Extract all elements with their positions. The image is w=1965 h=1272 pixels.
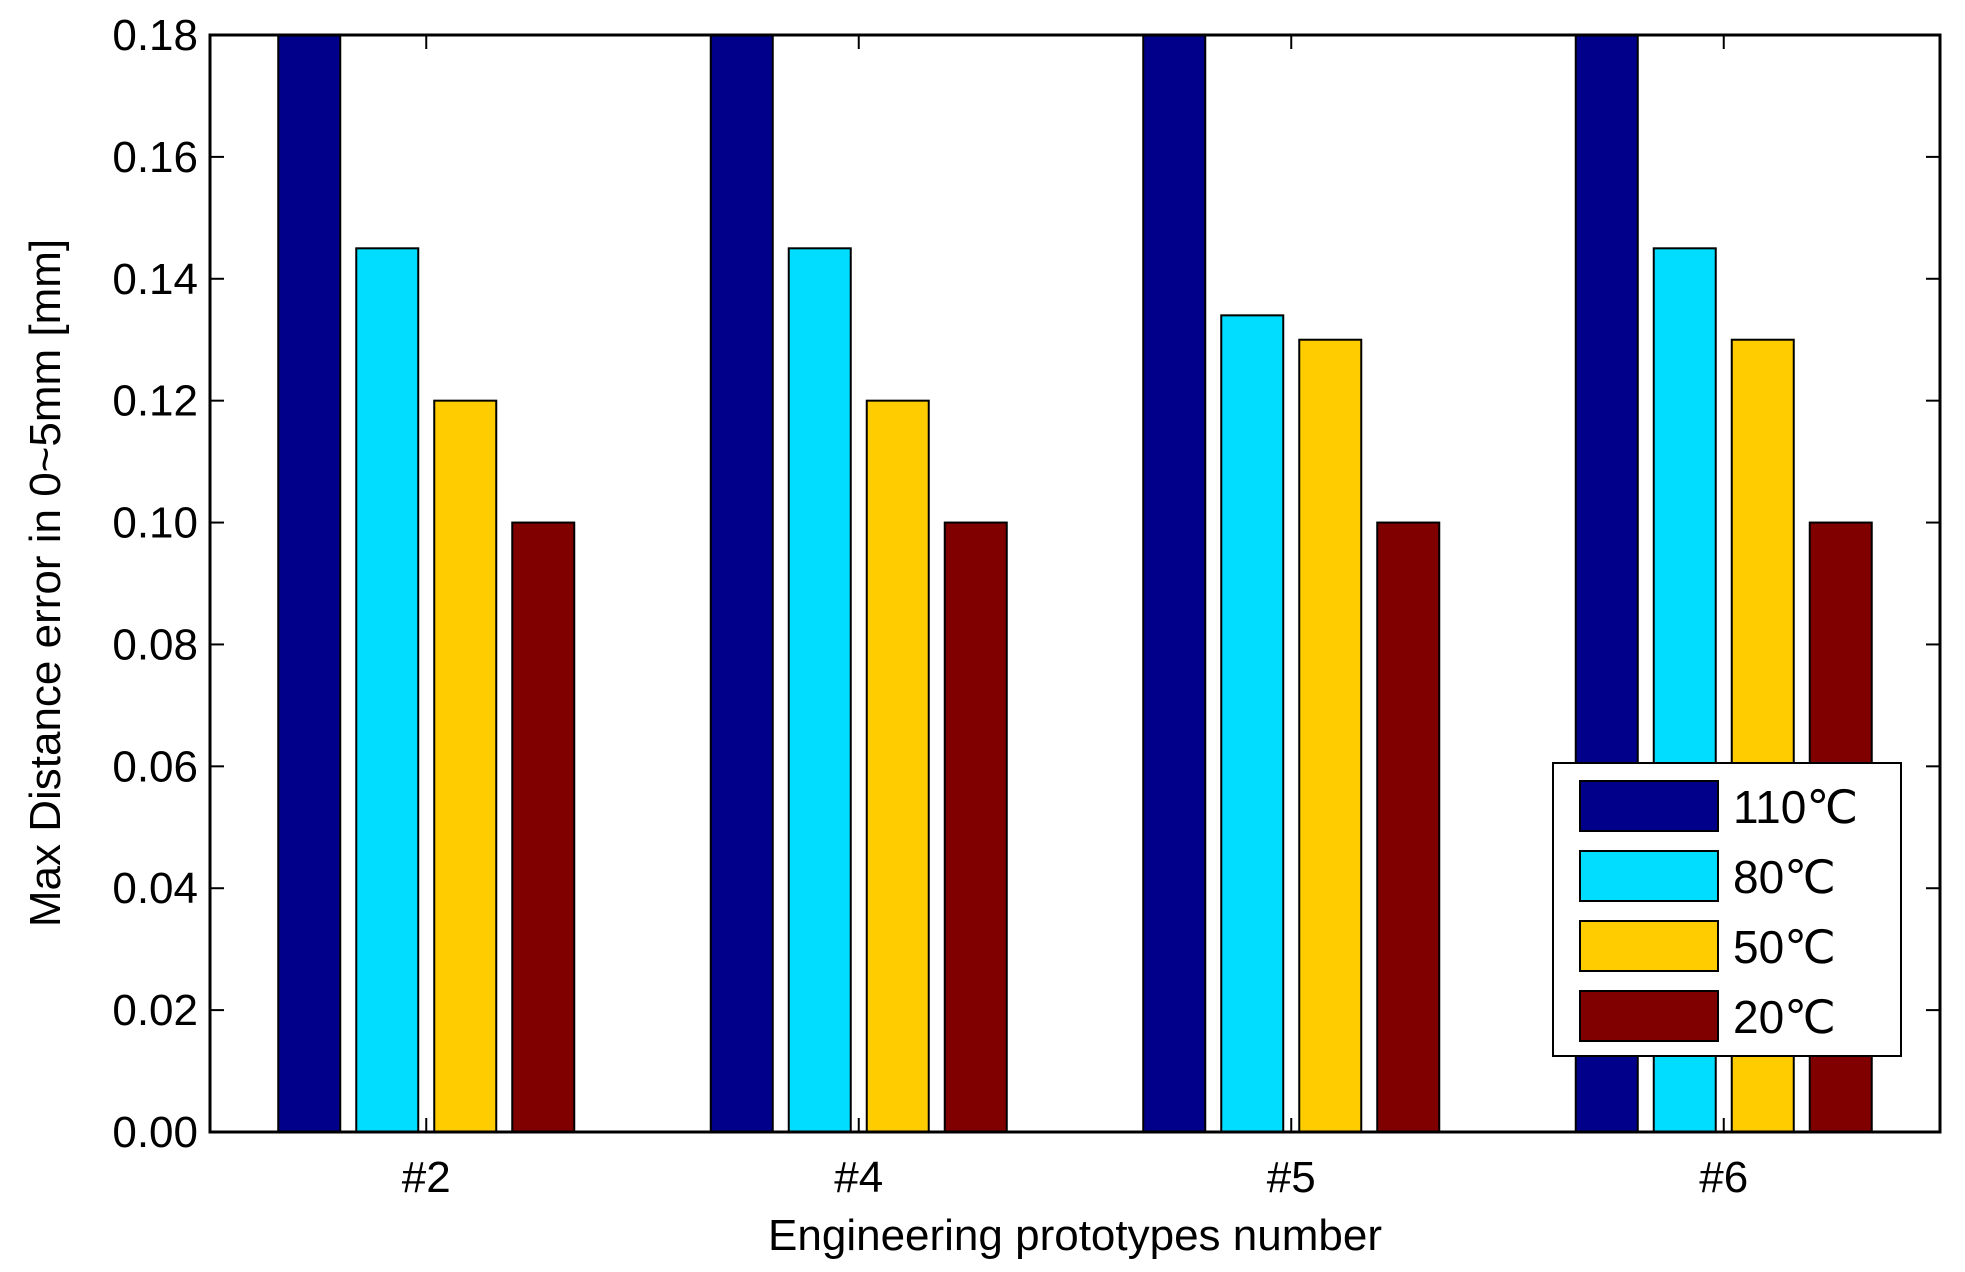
- y-tick-label: 0.02: [112, 986, 198, 1035]
- legend-label: 50℃: [1733, 921, 1836, 973]
- bar-p5-0: [1142, 34, 1207, 1133]
- y-tick-label: 0.04: [112, 864, 198, 913]
- bar-p5-2: [1298, 338, 1363, 1133]
- legend-label: 20℃: [1733, 991, 1836, 1043]
- y-axis-label: Max Distance error in 0~5mm [mm]: [21, 239, 70, 927]
- bar-p2-2: [433, 399, 498, 1133]
- y-axis-ticks: 0.00 0.02 0.04 0.06 0.08 0.10 0.12 0.14 0.16 0.18: [112, 11, 1940, 1157]
- x-tick-label: #2: [402, 1153, 451, 1202]
- bar-p2-3: [511, 521, 576, 1133]
- y-tick-label: 0.08: [112, 620, 198, 669]
- bar-p4-2: [865, 399, 930, 1133]
- x-axis-label: Engineering prototypes number: [768, 1211, 1382, 1260]
- legend-swatch: [1579, 990, 1719, 1042]
- y-tick-label: 0.10: [112, 499, 198, 548]
- legend-swatch: [1579, 780, 1719, 832]
- y-tick-label: 0.00: [112, 1108, 198, 1157]
- x-tick-label: #6: [1699, 1153, 1748, 1202]
- y-tick-label: 0.18: [112, 11, 198, 60]
- legend-swatch: [1579, 920, 1719, 972]
- x-tick-label: #4: [834, 1153, 883, 1202]
- y-tick-label: 0.06: [112, 742, 198, 791]
- bar-p4-3: [943, 521, 1008, 1133]
- x-tick-label: #5: [1267, 1153, 1316, 1202]
- y-tick-label: 0.12: [112, 377, 198, 426]
- y-tick-label: 0.14: [112, 255, 198, 304]
- bar-p5-3: [1376, 521, 1441, 1133]
- bar-p5-1: [1220, 314, 1285, 1134]
- legend-label: 80℃: [1733, 851, 1836, 903]
- bar-p2-1: [355, 247, 420, 1134]
- legend: 110℃ 80℃ 50℃ 20℃: [1552, 762, 1902, 1057]
- y-tick-label: 0.16: [112, 133, 198, 182]
- bar-p4-1: [787, 247, 852, 1134]
- legend-swatch: [1579, 850, 1719, 902]
- bar-p2-0: [277, 34, 342, 1133]
- bar-p4-0: [709, 34, 774, 1133]
- plot-area-frame: [208, 33, 1942, 1134]
- bars-group: [277, 34, 1873, 1134]
- x-axis-ticks: #2 #4 #5 #6: [402, 35, 1748, 1202]
- legend-label: 110℃: [1733, 781, 1858, 833]
